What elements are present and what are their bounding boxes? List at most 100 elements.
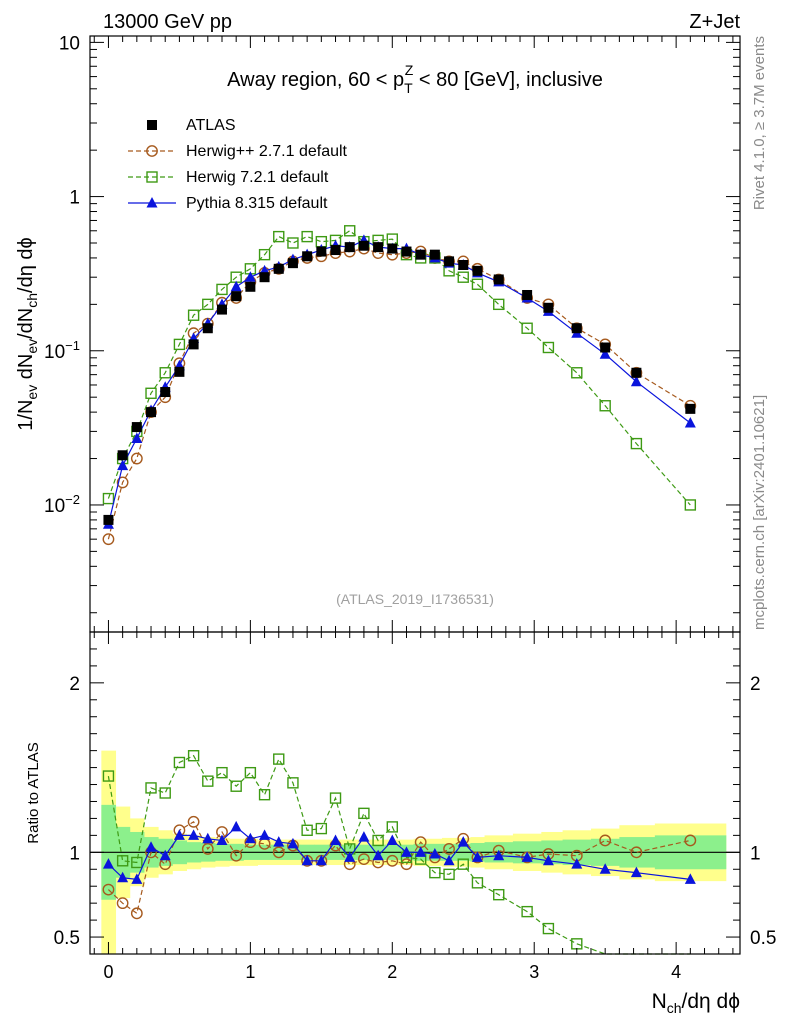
point-pythia-33	[684, 873, 696, 884]
point-pythia-1	[117, 459, 129, 471]
point-herwig7-26	[471, 877, 484, 889]
point-herwig7-3	[145, 387, 157, 399]
point-pythia-6	[188, 829, 200, 840]
point-herwig7-15	[315, 822, 328, 835]
point-herwigpp-21	[400, 858, 413, 871]
point-herwigpp-32	[630, 846, 643, 859]
x-label-sub: ch	[667, 1000, 682, 1016]
point-atlas-14	[302, 251, 313, 262]
point-atlas-13	[287, 258, 298, 269]
title-part-sub: T	[404, 80, 413, 96]
point-atlas-10	[245, 281, 256, 292]
ratio-y-axis-label: Ratio to ATLAS	[25, 742, 42, 843]
point-atlas-3	[146, 407, 157, 418]
point-pythia-32	[630, 375, 642, 387]
mcplots-label: mcplots.cern.ch [arXiv:2401.10621]	[751, 395, 768, 630]
analysis-watermark: (ATLAS_2019_I1736531)	[336, 591, 494, 607]
series-line-herwigpp	[107, 247, 691, 540]
main-y-tick-label-0.01: 10−2	[44, 492, 80, 517]
point-pythia-23	[429, 848, 441, 859]
point-atlas-27	[493, 274, 504, 285]
point-atlas-11	[259, 272, 270, 283]
title-part-b: < 80 [GeV], inclusive	[413, 69, 603, 91]
point-herwig7-6	[187, 750, 200, 762]
point-herwig7-10	[244, 766, 257, 779]
point-herwigpp-12	[272, 846, 285, 859]
point-pythia-14	[301, 854, 313, 866]
point-herwig7-8	[216, 283, 228, 296]
point-herwigpp-2	[130, 907, 143, 920]
point-atlas-28	[522, 289, 533, 300]
point-herwig7-8	[216, 766, 228, 779]
point-herwigpp-31	[599, 834, 612, 847]
point-atlas-7	[202, 323, 213, 334]
point-atlas-22	[415, 249, 426, 260]
point-herwig7-20	[386, 821, 398, 833]
point-pythia-24	[443, 854, 455, 866]
point-pythia-13	[287, 837, 299, 849]
title-part-a: Away region, 60 < p	[227, 69, 404, 91]
point-herwig7-29	[542, 922, 555, 935]
point-herwigpp-2	[130, 452, 143, 465]
point-atlas-12	[273, 263, 284, 274]
point-herwig7-13	[287, 777, 299, 789]
point-herwig7-2	[131, 856, 143, 869]
point-atlas-21	[401, 246, 412, 257]
point-herwig7-32	[630, 437, 643, 450]
point-atlas-5	[174, 366, 185, 377]
point-pythia-27	[493, 849, 505, 861]
point-herwig7-17	[344, 225, 356, 237]
point-herwig7-11	[258, 248, 271, 261]
legend-label-pythia: Pythia 8.315 default	[186, 195, 328, 212]
point-herwig7-25	[457, 271, 469, 283]
point-pythia-25	[457, 836, 469, 847]
point-herwigpp-6	[187, 815, 200, 828]
point-herwig7-12	[273, 230, 285, 243]
point-atlas-19	[373, 242, 384, 253]
point-atlas-31	[600, 342, 611, 353]
legend-marker-pythia	[146, 197, 158, 208]
title-part-sup: Z	[405, 62, 414, 78]
point-pythia-29	[542, 854, 554, 866]
point-pythia-10	[244, 832, 256, 844]
point-herwigpp-0	[102, 533, 115, 546]
legend-label-herwig7: Herwig 7.2.1 default	[186, 169, 329, 186]
point-pythia-28	[521, 851, 533, 862]
x-label-main: N	[652, 990, 667, 1013]
point-pythia-22	[415, 846, 427, 857]
series-line-herwig7	[107, 754, 691, 955]
point-herwig7-0	[102, 492, 115, 505]
point-atlas-23	[429, 249, 440, 260]
legend-label-herwigpp: Herwig++ 2.7.1 default	[186, 143, 348, 160]
point-pythia-20	[386, 834, 398, 845]
point-atlas-2	[131, 422, 142, 433]
point-herwigpp-1	[116, 476, 129, 489]
point-atlas-32	[631, 367, 642, 378]
point-atlas-20	[387, 243, 398, 254]
point-herwig7-23	[429, 866, 441, 879]
legend-marker-herwig7	[146, 171, 158, 183]
point-pythia-1	[117, 871, 129, 883]
point-herwig7-24	[443, 868, 455, 881]
point-atlas-0	[103, 514, 114, 525]
point-herwig7-18	[358, 807, 370, 820]
point-herwig7-5	[173, 338, 186, 351]
x-tick-label-2: 2	[387, 962, 397, 982]
point-herwig7-26	[471, 278, 484, 290]
header-left: 13000 GeV pp	[103, 11, 232, 33]
point-pythia-16	[330, 834, 342, 845]
point-herwigpp-7	[201, 843, 214, 855]
point-herwig7-9	[230, 780, 242, 792]
point-atlas-26	[472, 265, 483, 276]
point-pythia-7	[202, 832, 214, 844]
point-herwigpp-9	[230, 849, 243, 862]
legend: ATLAS Herwig++ 2.7.1 default Herwig 7.2.…	[128, 117, 348, 212]
point-atlas-25	[458, 259, 469, 270]
point-atlas-4	[160, 387, 171, 398]
point-herwigpp-20	[386, 854, 399, 867]
main-title: Away region, 60 < pTZ < 80 [GeV], inclus…	[227, 62, 603, 96]
point-atlas-33	[685, 403, 696, 414]
point-pythia-31	[599, 348, 611, 359]
ratio-y-tick-label-left-2: 2	[69, 674, 80, 695]
